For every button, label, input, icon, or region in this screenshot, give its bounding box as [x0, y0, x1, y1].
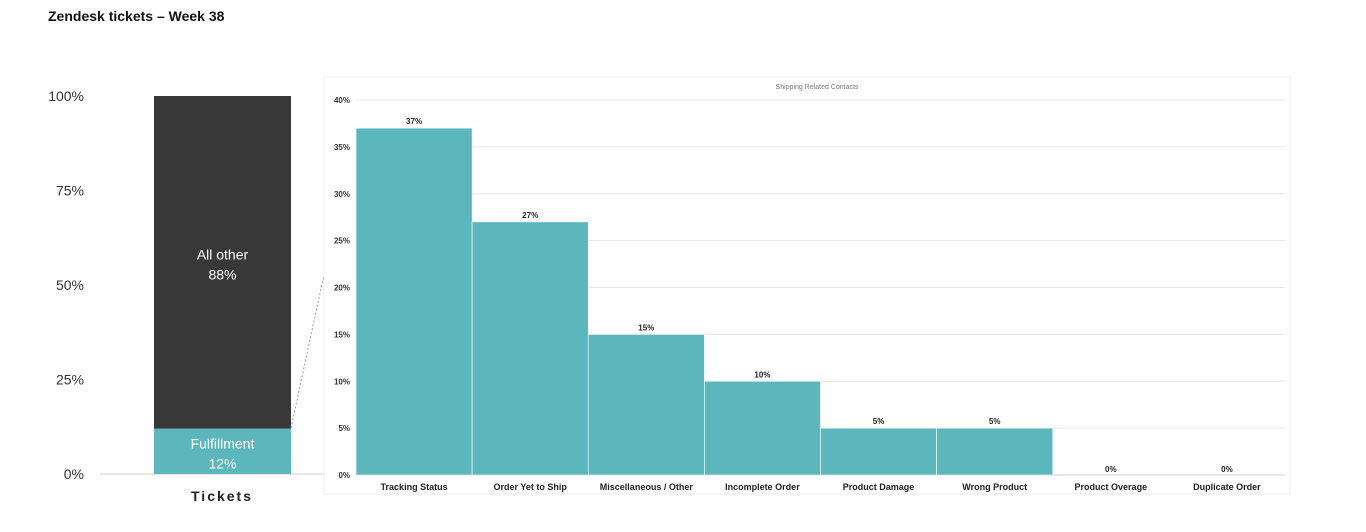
shipping-value-label: 0%	[1105, 465, 1117, 474]
shipping-category-label: Product Overage	[1075, 482, 1148, 492]
stacked-bars: Fulfillment 12% All other 88%	[154, 96, 291, 474]
shipping-y-tick-label: 30%	[334, 190, 350, 199]
stacked-y-tick-labels: 0% 25% 50% 75% 100%	[48, 88, 84, 482]
stacked-segment	[154, 96, 291, 429]
shipping-y-tick-label: 15%	[334, 330, 350, 339]
shipping-value-label: 27%	[522, 211, 538, 220]
shipping-value-label: 0%	[1221, 465, 1233, 474]
shipping-y-tick-label: 35%	[334, 143, 350, 152]
shipping-category-label: Order Yet to Ship	[494, 482, 568, 492]
stacked-y-tick-label: 100%	[48, 88, 84, 104]
stacked-segment-name-label: Fulfillment	[191, 435, 255, 451]
shipping-category-label: Duplicate Order	[1193, 482, 1261, 492]
shipping-value-label: 10%	[754, 370, 770, 379]
shipping-value-label: 15%	[638, 323, 654, 332]
shipping-y-tick-label: 10%	[334, 377, 350, 386]
shipping-y-tick-label: 40%	[334, 96, 350, 105]
shipping-bar	[587, 334, 705, 476]
shipping-value-labels: 37% 27% 15% 10% 5% 5% 0% 0%	[406, 117, 1233, 474]
shipping-value-label: 37%	[406, 117, 422, 126]
shipping-value-label: 5%	[989, 417, 1001, 426]
shipping-category-label: Wrong Product	[962, 482, 1027, 492]
stacked-y-tick-label: 50%	[56, 277, 84, 293]
stacked-segment	[154, 428, 291, 474]
stacked-segment-value-label: 88%	[208, 266, 236, 282]
shipping-category-label: Miscellaneous / Other	[600, 482, 694, 492]
shipping-chart-title: Shipping Related Contacts	[776, 84, 859, 91]
stacked-y-tick-label: 25%	[56, 372, 84, 388]
shipping-y-tick-label: 5%	[338, 424, 350, 433]
stacked-segment-name-label: All other	[197, 246, 249, 262]
stacked-y-tick-label: 75%	[56, 183, 84, 199]
shipping-bar	[936, 427, 1054, 476]
shipping-category-labels: Tracking Status Order Yet to Ship Miscella…	[381, 482, 1262, 492]
shipping-bar	[704, 380, 821, 476]
shipping-category-label: Incomplete Order	[725, 482, 800, 492]
shipping-y-tick-label: 25%	[334, 237, 350, 246]
stacked-y-tick-label: 0%	[64, 466, 84, 482]
shipping-y-tick-label: 20%	[334, 284, 350, 293]
stacked-bar-chart: 0% 25% 50% 75% 100% Fulfillment 12% All other 8…	[48, 88, 342, 504]
shipping-value-label: 5%	[873, 417, 885, 426]
shipping-bar	[820, 427, 937, 476]
shipping-bars	[355, 127, 1054, 476]
shipping-y-tick-labels: 0% 5% 10% 15% 20% 25% 30% 35% 40%	[334, 96, 350, 480]
shipping-bar	[355, 127, 473, 476]
stacked-segment-value-label: 12%	[208, 455, 236, 471]
shipping-category-label: Tracking Status	[381, 482, 448, 492]
stacked-category-label: Tickets	[191, 488, 253, 504]
shipping-bar	[471, 221, 589, 476]
shipping-bar-chart: Shipping Related Contacts 0% 5% 10% 15% 20% 2…	[323, 76, 1291, 495]
shipping-category-label: Product Damage	[843, 482, 915, 492]
page-title: Zendesk tickets – Week 38	[48, 8, 225, 24]
shipping-y-tick-label: 0%	[338, 471, 350, 480]
